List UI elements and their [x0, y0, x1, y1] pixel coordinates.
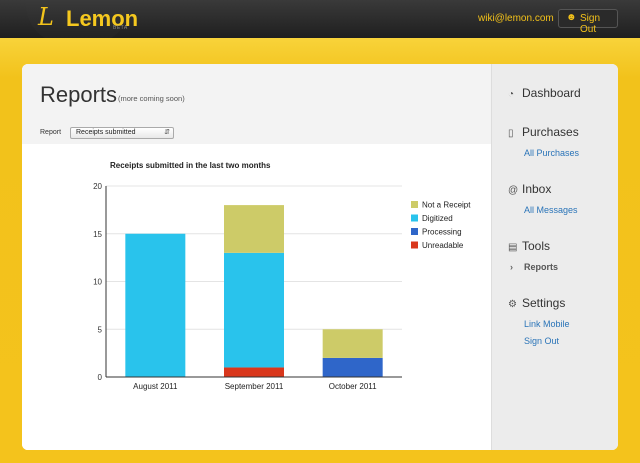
logo-mark-icon: L — [38, 3, 54, 31]
gear-icon: ⚙ — [508, 299, 517, 310]
logo-text[interactable]: Lemon — [66, 6, 139, 31]
x-tick-label: September 2011 — [225, 382, 284, 391]
chevron-right-icon: › — [510, 262, 513, 272]
sidebar-link-sign-out[interactable]: Sign Out — [524, 336, 560, 346]
bar-chart-icon: ▤ — [508, 242, 518, 253]
legend-swatch — [411, 241, 418, 249]
at-icon: @ — [508, 185, 519, 196]
legend-label: Unreadable — [422, 241, 464, 250]
report-select-label: Report — [40, 129, 62, 136]
logo[interactable] — [26, 0, 130, 44]
sidebar-link-all-messages[interactable]: All Messages — [524, 205, 578, 215]
bar-segment — [322, 357, 383, 377]
user-email[interactable]: wiki@lemon.com — [478, 13, 554, 24]
y-tick-label: 5 — [98, 325, 103, 334]
content-panel: Reports (more coming soon) Report Receip… — [22, 64, 618, 450]
sidebar: ◔ Dashboard ▯ Purchases All Purchases @ Inb… — [491, 64, 618, 450]
main-content: Reports (more coming soon) Report Receip… — [22, 64, 491, 450]
bar-segment — [224, 367, 284, 377]
select-arrows-icon: ⇵ — [164, 129, 170, 136]
sidebar-link-link-mobile[interactable]: Link Mobile — [524, 319, 570, 329]
sign-out-button[interactable]: ☻ Sign Out — [558, 9, 618, 35]
y-tick-label: 10 — [93, 278, 102, 287]
chart-title: Receipts submitted in the last two month… — [110, 161, 271, 170]
sidebar-link-all-purchases[interactable]: All Purchases — [524, 148, 580, 158]
legend-label: Processing — [422, 228, 462, 237]
legend-label: Not a Receipt — [422, 201, 471, 210]
y-tick-label: 20 — [93, 182, 102, 191]
bar-segment — [322, 329, 383, 358]
page-subtitle: (more coming soon) — [118, 94, 185, 103]
legend-label: Digitized — [422, 214, 453, 223]
sidebar-item-inbox[interactable]: @ Inbox — [508, 182, 552, 196]
sidebar-item-tools[interactable]: ▤ Tools — [508, 239, 551, 253]
report-select[interactable]: Receipts submitted ⇵ — [70, 127, 174, 139]
bar-segment — [224, 252, 284, 368]
legend-swatch — [411, 201, 418, 208]
y-tick-label: 15 — [93, 230, 102, 239]
bar-segment — [224, 205, 284, 253]
beta-tag: BETA — [113, 25, 128, 31]
sidebar-item-settings[interactable]: ⚙ Settings — [508, 296, 566, 310]
x-tick-label: August 2011 — [133, 382, 178, 391]
report-select-value: Receipts submitted — [76, 129, 136, 136]
sidebar-link-reports[interactable]: Reports — [524, 262, 559, 272]
receipt-icon: ▯ — [508, 128, 514, 139]
sidebar-item-purchases[interactable]: ▯ Purchases — [508, 125, 579, 139]
report-header: Reports (more coming soon) Report Receip… — [22, 64, 491, 144]
sign-out-label: Sign Out — [580, 13, 601, 35]
chart-area: Receipts submitted in the last two month… — [22, 144, 491, 450]
page-title: Reports — [40, 82, 118, 107]
dashboard-icon: ◔ — [508, 89, 515, 100]
receipts-chart: Receipts submitted in the last two month… — [93, 161, 471, 391]
sidebar-item-dashboard[interactable]: ◔ Dashboard — [508, 86, 581, 100]
user-icon: ☻ — [566, 12, 577, 23]
legend-swatch — [411, 214, 418, 222]
bar-segment — [125, 233, 186, 377]
legend-swatch — [411, 228, 418, 235]
x-tick-label: October 2011 — [329, 382, 377, 391]
y-tick-label: 0 — [98, 373, 103, 382]
